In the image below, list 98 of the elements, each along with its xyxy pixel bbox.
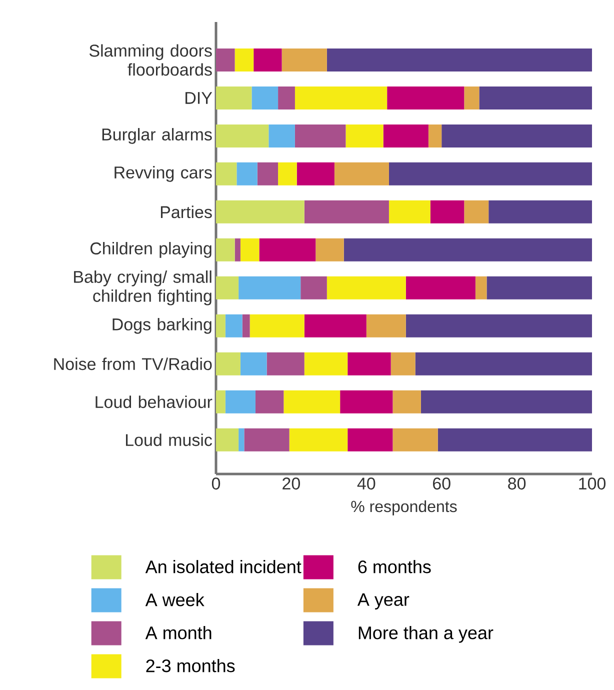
y-tick-label: Burglar alarms [102, 128, 212, 144]
bar [488, 200, 592, 224]
bar [346, 124, 384, 148]
bar [266, 352, 304, 376]
bar [334, 162, 389, 186]
bar [284, 390, 340, 414]
bar [348, 428, 393, 452]
x-axis-title: % respondents [351, 500, 457, 516]
y-tick-label: Loud behaviour [96, 396, 212, 408]
legend-label: A month [145, 626, 212, 640]
bar [340, 390, 393, 414]
bar [316, 238, 344, 262]
bar [242, 314, 250, 338]
bar [300, 276, 327, 300]
y-tick-label: Dogs barking [112, 318, 212, 334]
bar [240, 352, 267, 376]
bar [252, 86, 278, 110]
x-tick-label: 100 [579, 478, 606, 490]
x-tick-label: 20 [282, 478, 300, 490]
bar [296, 162, 334, 186]
bar [479, 86, 592, 110]
x-tick-label: 40 [357, 478, 376, 490]
bar [216, 352, 240, 376]
x-tick-label: 80 [508, 478, 526, 490]
bar [464, 86, 480, 110]
bar [326, 276, 406, 300]
bar [216, 314, 226, 338]
bar [282, 48, 327, 72]
y-tick-label: Slamming doors floorboards [89, 44, 212, 76]
bar [344, 238, 592, 262]
x-tick-label: 0 [212, 478, 220, 490]
bar [254, 48, 282, 72]
legend-label: 2-3 months [146, 659, 235, 672]
bar [216, 200, 304, 224]
bar [234, 48, 254, 72]
bar [387, 86, 464, 110]
bar [348, 352, 391, 376]
bar [216, 124, 269, 148]
bar [326, 48, 592, 72]
bar [383, 124, 428, 148]
bar [442, 124, 592, 148]
bar [255, 390, 284, 414]
legend-label: An isolated incident [145, 560, 302, 574]
legend-label: 6 months [358, 560, 431, 574]
bar [216, 428, 239, 452]
bar [438, 428, 592, 452]
bar [244, 428, 290, 452]
x-tick-label: 60 [433, 478, 450, 490]
bar [278, 86, 295, 110]
bar [388, 162, 592, 186]
bar [294, 86, 388, 110]
bar [216, 238, 235, 262]
bar [486, 276, 592, 300]
bar [406, 276, 476, 300]
bar [428, 124, 442, 148]
y-tick-label: Parties [160, 206, 212, 218]
legend-label: A year [357, 593, 410, 610]
bar [464, 200, 489, 224]
bar [304, 314, 366, 338]
bar [392, 390, 421, 414]
bar [294, 124, 346, 148]
bar [250, 314, 304, 338]
bar [388, 200, 430, 224]
bar [257, 162, 278, 186]
bar [238, 428, 244, 452]
y-tick-label: Revving cars [114, 166, 212, 182]
bar [225, 390, 256, 414]
bar [415, 352, 592, 376]
bar [278, 162, 297, 186]
bar [304, 200, 389, 224]
bar [216, 276, 239, 300]
bar [420, 390, 592, 414]
bar [216, 48, 235, 72]
y-tick-label: Baby crying/ small children fighting [74, 270, 212, 306]
bar [392, 428, 438, 452]
bar [240, 238, 260, 262]
y-tick-label: Children playing [90, 242, 212, 258]
bar [238, 276, 301, 300]
bar [225, 314, 242, 338]
y-tick-label: DIY [186, 92, 212, 104]
bar [216, 162, 237, 186]
bar [289, 428, 348, 452]
y-tick-label: Loud music [126, 434, 212, 446]
y-tick-label: Noise from TV/Radio [54, 358, 212, 370]
bar [268, 124, 295, 148]
bar [304, 352, 348, 376]
bar [366, 314, 406, 338]
legend-label: More than a year [358, 626, 494, 643]
bar [430, 200, 464, 224]
bar [259, 238, 316, 262]
legend-label: A week [145, 593, 204, 606]
bar [216, 390, 226, 414]
bar [390, 352, 416, 376]
bar [234, 238, 240, 262]
bar [406, 314, 592, 338]
bar [475, 276, 487, 300]
bar [216, 86, 252, 110]
bar [236, 162, 258, 186]
